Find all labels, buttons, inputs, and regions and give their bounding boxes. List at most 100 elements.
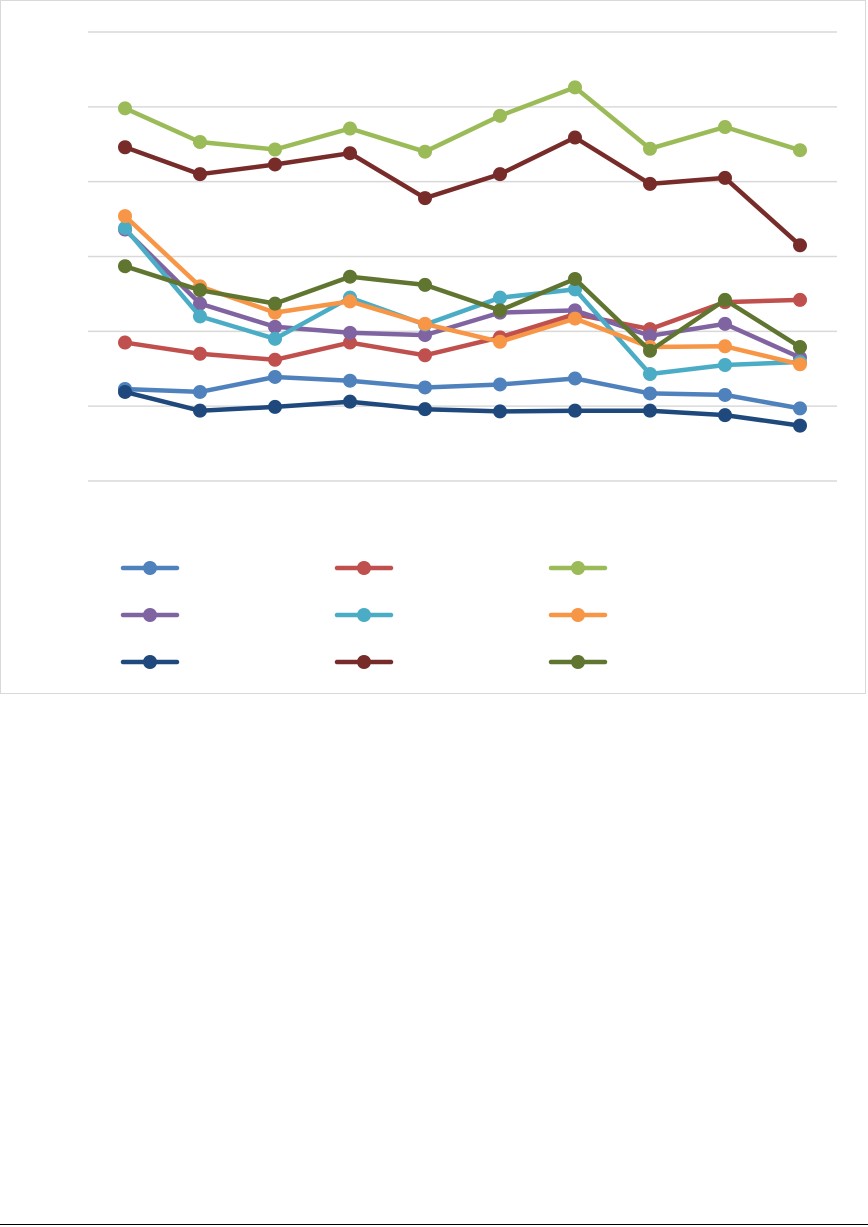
- data-point: [343, 373, 357, 388]
- data-point: [793, 143, 807, 158]
- legend-entry: [334, 655, 394, 669]
- data-point: [718, 387, 732, 402]
- data-point: [118, 140, 132, 155]
- data-point: [118, 335, 132, 350]
- data-point: [718, 339, 732, 354]
- data-point: [718, 358, 732, 373]
- data-point: [343, 121, 357, 136]
- data-point: [493, 167, 507, 182]
- data-point: [418, 277, 432, 292]
- data-point: [568, 80, 582, 95]
- line-chart: [88, 31, 837, 669]
- data-point: [718, 120, 732, 135]
- data-point: [793, 401, 807, 416]
- data-point: [343, 294, 357, 309]
- series-line: [122, 374, 803, 411]
- legend: [120, 561, 608, 669]
- data-point: [493, 404, 507, 419]
- data-point: [718, 408, 732, 423]
- data-point: [118, 101, 132, 116]
- data-point: [793, 357, 807, 372]
- legend-marker: [143, 561, 157, 575]
- series-line: [122, 389, 803, 428]
- data-point: [418, 316, 432, 331]
- data-point: [493, 334, 507, 349]
- legend-marker: [143, 655, 157, 669]
- data-point: [418, 328, 432, 343]
- series-2: [118, 292, 807, 367]
- data-point: [268, 399, 282, 414]
- data-point: [643, 176, 657, 191]
- series-line: [122, 227, 803, 360]
- data-point: [343, 335, 357, 350]
- data-point: [268, 157, 282, 172]
- series-line: [122, 225, 803, 377]
- data-point: [493, 108, 507, 123]
- data-point: [118, 209, 132, 224]
- data-point: [268, 352, 282, 367]
- data-point: [643, 403, 657, 418]
- legend-entry: [548, 655, 608, 669]
- data-point: [193, 384, 207, 399]
- data-point: [193, 296, 207, 311]
- series-8: [118, 130, 807, 253]
- data-point: [643, 343, 657, 358]
- data-point: [118, 221, 132, 236]
- legend-entry: [120, 655, 180, 669]
- series-lines: [118, 80, 807, 433]
- data-point: [268, 369, 282, 384]
- data-point: [493, 290, 507, 305]
- data-point: [493, 377, 507, 392]
- data-point: [718, 316, 732, 331]
- legend-entry: [120, 561, 180, 575]
- series-line: [122, 85, 803, 154]
- legend-marker: [143, 608, 157, 622]
- legend-entry: [334, 608, 394, 622]
- data-point: [568, 130, 582, 145]
- data-point: [418, 402, 432, 417]
- series-line: [122, 263, 803, 354]
- legend-marker: [357, 608, 371, 622]
- series-line: [122, 213, 803, 367]
- data-point: [793, 292, 807, 307]
- data-point: [568, 403, 582, 418]
- data-point: [118, 384, 132, 399]
- data-point: [418, 144, 432, 159]
- data-point: [118, 259, 132, 274]
- legend-marker: [571, 561, 585, 575]
- series-7: [118, 384, 807, 433]
- legend-marker: [571, 608, 585, 622]
- data-point: [643, 328, 657, 343]
- legend-marker: [571, 655, 585, 669]
- data-point: [193, 403, 207, 418]
- data-point: [343, 325, 357, 340]
- legend-entry: [120, 608, 180, 622]
- data-point: [193, 135, 207, 150]
- data-point: [718, 170, 732, 185]
- legend-entry: [548, 608, 608, 622]
- series-1: [118, 369, 807, 416]
- series-3: [118, 80, 807, 159]
- data-point: [343, 269, 357, 284]
- data-point: [268, 296, 282, 311]
- data-point: [493, 303, 507, 318]
- legend-marker: [357, 655, 371, 669]
- data-point: [568, 282, 582, 297]
- data-point: [568, 271, 582, 286]
- legend-entry: [548, 561, 608, 575]
- data-point: [268, 142, 282, 157]
- legend-marker: [357, 561, 371, 575]
- legend-entry: [334, 561, 394, 575]
- data-point: [193, 283, 207, 298]
- series-line: [122, 297, 803, 363]
- data-point: [643, 366, 657, 381]
- data-point: [418, 380, 432, 395]
- data-point: [568, 371, 582, 386]
- data-point: [643, 141, 657, 156]
- series-line: [122, 135, 803, 248]
- series-9: [118, 259, 807, 358]
- data-point: [343, 146, 357, 161]
- data-point: [643, 386, 657, 401]
- data-point: [793, 418, 807, 433]
- data-point: [268, 319, 282, 334]
